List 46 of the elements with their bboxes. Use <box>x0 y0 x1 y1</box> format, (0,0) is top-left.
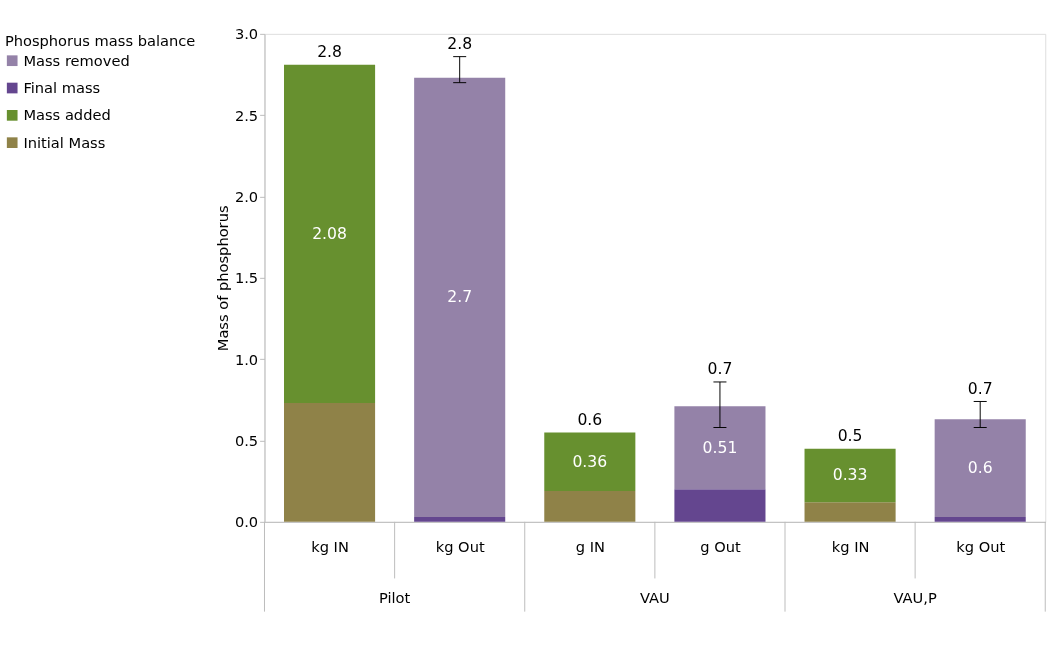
text: VAU,P <box>893 588 937 606</box>
bar <box>544 432 636 491</box>
data-label: 2.08 <box>312 224 347 243</box>
x-tick-label: g IN <box>575 537 605 555</box>
y-tick-label: 2.0 <box>234 187 259 205</box>
legend-label: Final mass <box>23 78 101 96</box>
bar <box>284 403 376 522</box>
bar <box>674 489 766 522</box>
bar <box>934 419 1026 517</box>
total-label: 0.7 <box>707 360 733 379</box>
total-label: 0.6 <box>577 410 603 429</box>
text: VAU <box>639 588 670 606</box>
x-tick-label: kg IN <box>831 537 870 555</box>
total-label: 0.5 <box>837 426 863 445</box>
x-tick-label: g Out <box>700 537 741 555</box>
legend-label: Mass removed <box>23 51 130 69</box>
bar <box>804 448 896 503</box>
bar <box>544 490 636 522</box>
data-label: 0.6 <box>967 459 993 478</box>
y-tick-label: 0.0 <box>234 513 259 531</box>
x-tick-label: kg Out <box>435 537 485 555</box>
bar <box>804 502 896 522</box>
data-label: 0.33 <box>832 466 868 485</box>
legend-label: Mass added <box>23 106 111 124</box>
data-label: 0.36 <box>572 452 608 471</box>
x-tick-label: kg Out <box>956 537 1006 555</box>
y-axis-title: Mass of phosphorus <box>214 205 232 352</box>
total-label: 0.7 <box>967 379 993 398</box>
y-tick-label: 0.5 <box>234 431 259 449</box>
y-tick-label: 1.5 <box>234 269 259 287</box>
data-label: 0.51 <box>702 438 738 457</box>
y-tick-label: 3.0 <box>234 25 259 43</box>
bar <box>934 516 1026 522</box>
total-label: 2.8 <box>317 42 342 61</box>
legend-label: Initial Mass <box>23 133 106 151</box>
total-label: 2.8 <box>447 34 473 53</box>
bar <box>414 516 506 522</box>
bar <box>674 406 766 490</box>
bar <box>284 64 376 404</box>
y-tick-label: 2.5 <box>234 106 259 124</box>
y-tick-label: 1.0 <box>234 350 259 368</box>
bar <box>414 77 506 517</box>
text: Pilot <box>378 588 411 606</box>
legend-title: Phosphorus mass balance <box>4 31 196 49</box>
x-tick-label: kg IN <box>311 537 349 555</box>
data-label: 2.7 <box>447 288 473 307</box>
